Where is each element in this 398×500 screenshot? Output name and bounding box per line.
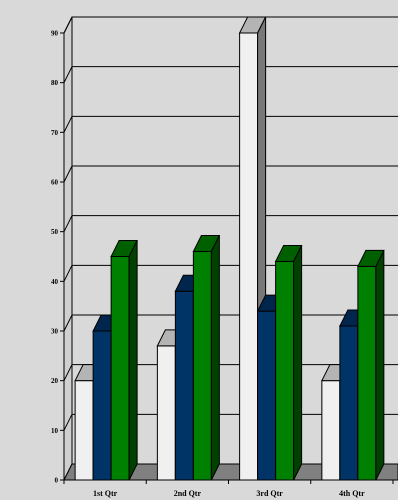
x-axis-labels: 1st Qtr 2nd Qtr 3rd Qtr 4th Qtr (63, 479, 398, 498)
bar-front (110, 256, 130, 481)
gridline (63, 215, 398, 232)
bar-front (92, 330, 112, 481)
bar-front (239, 32, 259, 481)
bar-front (174, 290, 194, 481)
y-tick-label: 10 (51, 427, 59, 435)
bar-front (192, 251, 212, 481)
bar-side (375, 250, 385, 481)
x-tick-label: 2nd Qtr (174, 489, 202, 498)
side-wall (63, 16, 73, 481)
bar-2-2 (274, 244, 303, 481)
x-tick-label: 3rd Qtr (256, 489, 283, 498)
y-tick-label: 50 (51, 228, 59, 236)
y-tick-label: 70 (51, 129, 59, 137)
y-tick-label: 60 (51, 179, 59, 187)
bar-0-2 (110, 240, 138, 481)
y-tick-label: 40 (51, 278, 59, 286)
bar-side (293, 245, 303, 481)
bars (74, 16, 385, 481)
bar-3-2 (357, 249, 385, 481)
gridline (63, 16, 398, 34)
y-tick-label: 80 (51, 79, 59, 87)
bar-front (156, 345, 176, 481)
bar-front (257, 310, 277, 481)
bar-front (321, 380, 341, 481)
gridline (63, 165, 398, 183)
y-axis-ticks: 0 10 20 30 40 50 60 70 80 90 (51, 30, 65, 485)
bar-side (128, 240, 138, 481)
y-tick-label: 30 (51, 328, 59, 336)
y-tick-label: 20 (51, 377, 59, 385)
y-tick-label: 0 (55, 477, 59, 485)
x-tick-label: 1st Qtr (93, 489, 118, 498)
bar-side (210, 235, 220, 481)
gridline (63, 115, 398, 133)
bar-1-2 (192, 235, 221, 481)
bar-front (339, 325, 359, 481)
y-tick-label: 90 (51, 30, 59, 38)
bar-front (275, 260, 295, 481)
bar-front (357, 265, 377, 481)
bar-front (74, 380, 94, 481)
gridline (63, 66, 398, 83)
x-tick-label: 4th Qtr (339, 489, 365, 498)
